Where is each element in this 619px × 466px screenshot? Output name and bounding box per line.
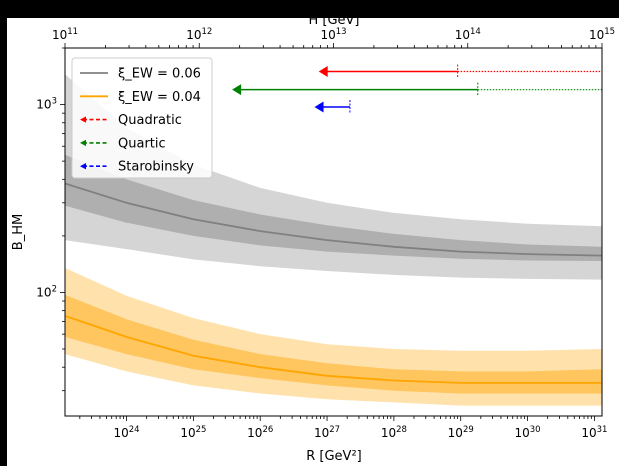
x-tick-label: 1028 [381,425,407,440]
inner-band-1 [65,294,602,394]
y-tick-label: 102 [36,284,57,299]
axis-ticks: 1024 1025 1026 1027 1028 1029 1030 1031 1011 1012… [36,27,615,440]
x-tick-label: 1027 [314,425,340,440]
arrow-markers [232,64,602,115]
legend-arrowhead-2 [80,116,86,123]
x-tick-label: 1031 [581,425,607,440]
outer-band-1 [65,268,602,406]
uncertainty-bands [65,74,602,406]
y-axis-label: B_HM [11,214,26,250]
arrow-head-1 [232,84,242,96]
x-tick-label: 1029 [448,425,474,440]
x-tick-label: 1024 [113,425,139,440]
x-tick-label: 1025 [180,425,206,440]
y-tick-label: 103 [36,97,57,112]
top-tick-label: 1012 [186,27,212,42]
legend-label-1: ξ_EW = 0.04 [118,90,201,105]
legend-arrowhead-3 [80,139,86,147]
legend-arrowhead-4 [80,163,86,170]
top-axis-label: H [GeV] [308,13,359,28]
legend-label-2: Quadratic [118,113,182,128]
top-tick-label: 1011 [52,27,78,42]
series-line-0 [64,182,603,257]
x-tick-label: 1026 [247,425,273,440]
arrow-head-0 [318,65,328,77]
legend-label-3: Quartic [118,136,166,151]
series-lines [64,182,603,384]
legend-label-4: Starobinsky [118,160,194,175]
series-line-1 [64,315,602,384]
arrow-head-2 [314,101,324,113]
x-tick-label: 1030 [514,425,540,440]
legend-label-0: ξ_EW = 0.06 [118,67,201,82]
top-tick-label: 1013 [320,27,346,42]
outer-band-0 [65,74,602,280]
legend: ξ_EW = 0.06 ξ_EW = 0.04 Quadratic Quartic St… [71,57,213,179]
x-axis-label: R [GeV²] [306,449,362,464]
legend-box [71,57,213,179]
inner-band-0 [65,154,602,261]
top-tick-label: 1015 [589,27,615,42]
top-tick-label: 1014 [455,27,481,42]
